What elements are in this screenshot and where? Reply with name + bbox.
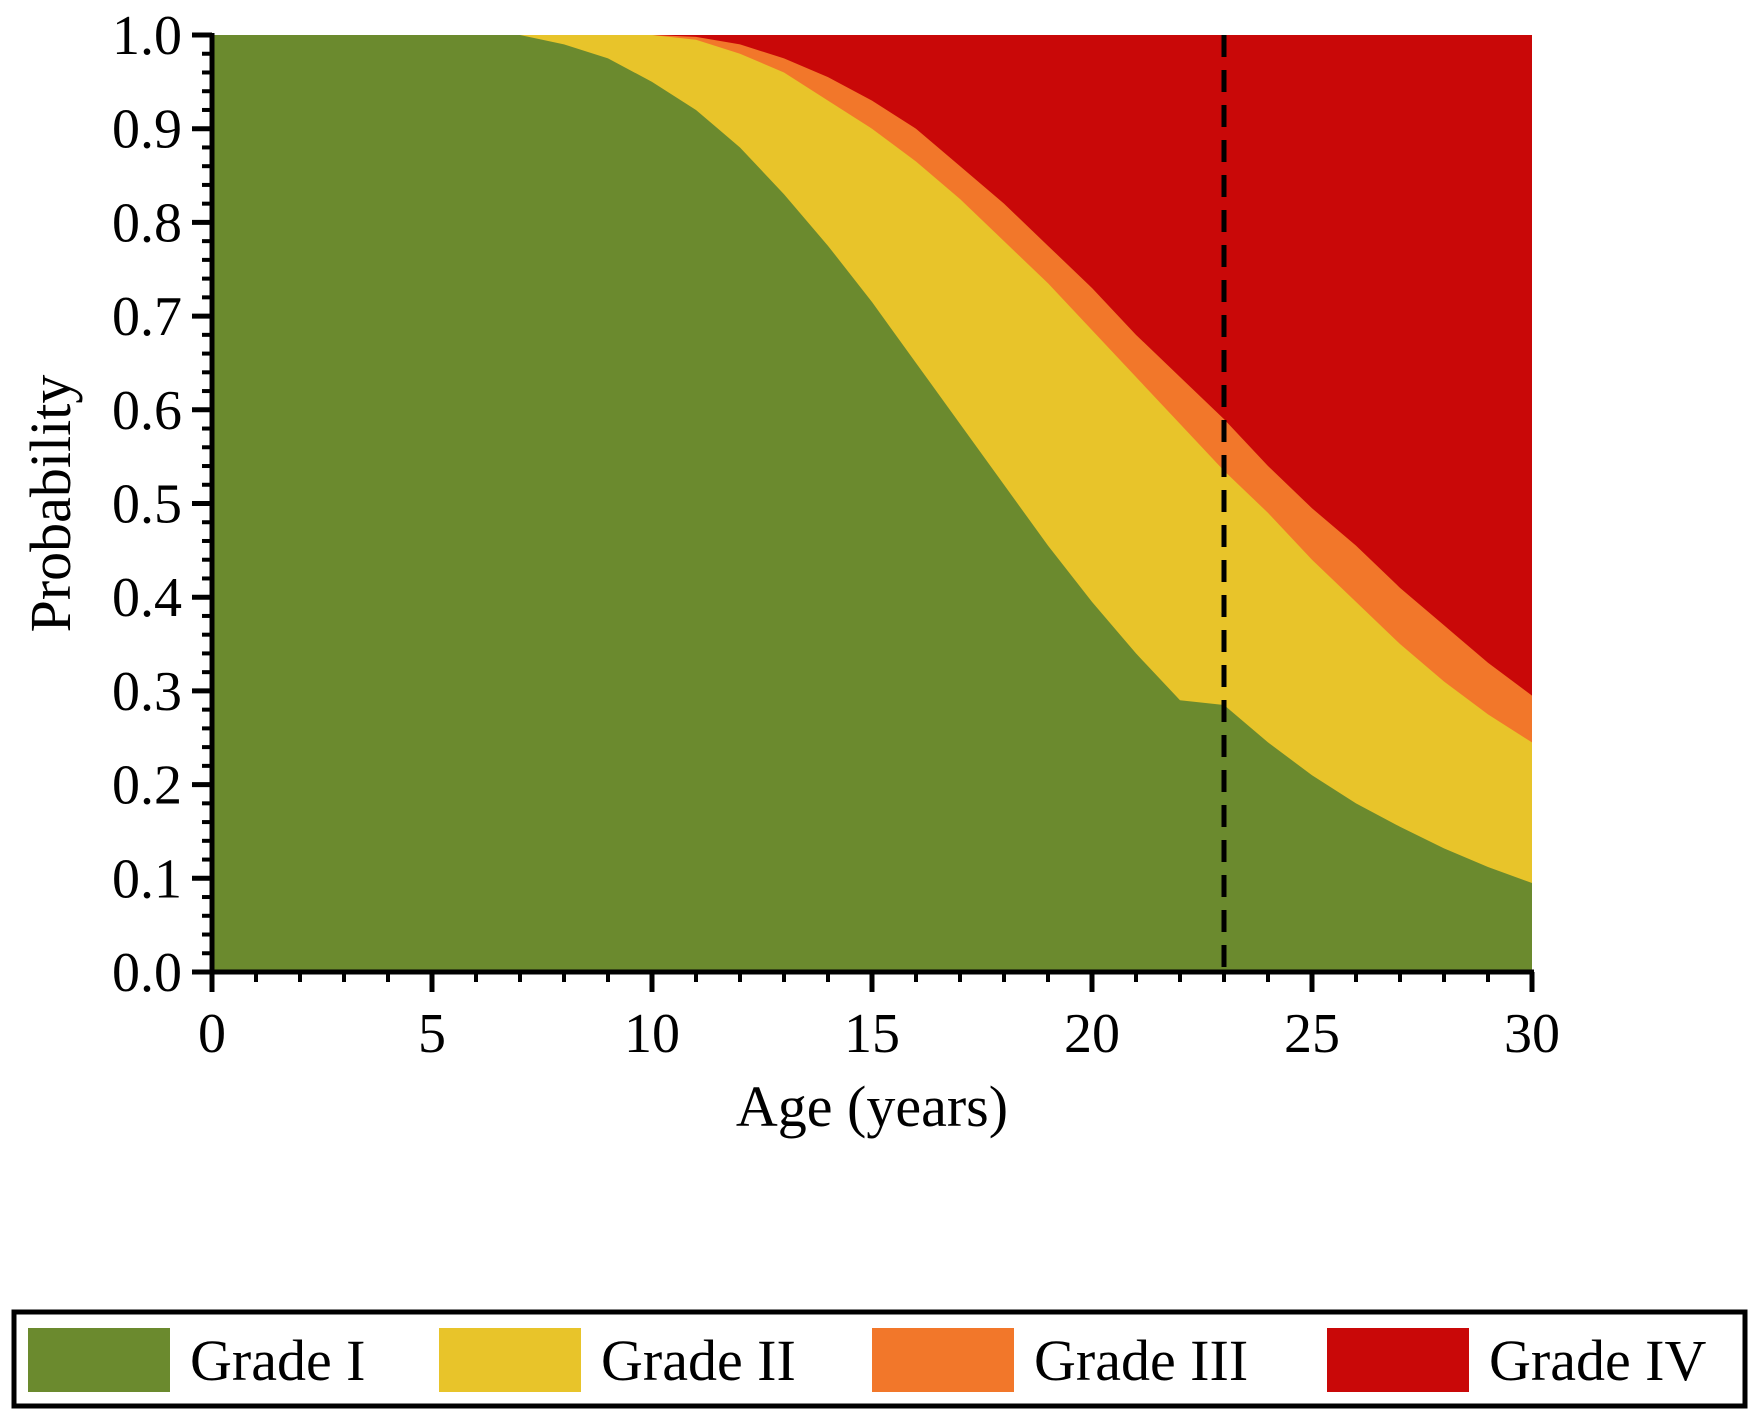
legend-swatch-grade-ii — [439, 1328, 581, 1392]
area-layer — [212, 35, 1532, 972]
legend-label: Grade III — [1034, 1328, 1248, 1393]
x-tick-label: 15 — [844, 1003, 900, 1065]
y-tick-label: 0.4 — [112, 567, 182, 629]
axes-layer: 0.0 0.1 0.2 0.3 0.4 0.5 0.6 0.7 0.8 0.9 1.0 0 5 10 15 2… — [112, 5, 1560, 1065]
legend-label: Grade I — [190, 1328, 366, 1393]
x-axis-label: Age (years) — [736, 1074, 1008, 1139]
y-axis-label: Probability — [18, 375, 83, 633]
y-tick-label: 0.2 — [112, 755, 182, 817]
legend-swatch-grade-iii — [872, 1328, 1014, 1392]
legend-label: Grade II — [601, 1328, 796, 1393]
x-tick-label: 30 — [1504, 1003, 1560, 1065]
x-tick-label: 10 — [624, 1003, 680, 1065]
x-tick-label: 20 — [1064, 1003, 1120, 1065]
area-grade-i — [212, 35, 1532, 972]
legend-label: Grade IV — [1489, 1328, 1707, 1393]
y-tick-label: 0.8 — [112, 192, 182, 254]
legend: Grade I Grade II Grade III Grade IV — [11, 1309, 1748, 1409]
legend-swatch-grade-i — [28, 1328, 170, 1392]
y-tick-label: 1.0 — [112, 5, 182, 67]
y-tick-label: 0.3 — [112, 661, 182, 723]
y-tick-label: 0.1 — [112, 848, 182, 910]
x-tick-label: 5 — [418, 1003, 446, 1065]
x-tick-label: 25 — [1284, 1003, 1340, 1065]
y-tick-label: 0.7 — [112, 286, 182, 348]
legend-swatch-grade-iv — [1327, 1328, 1469, 1392]
y-tick-label: 0.5 — [112, 474, 182, 536]
y-tick-label: 0.6 — [112, 380, 182, 442]
x-tick-label: 0 — [198, 1003, 226, 1065]
y-tick-label: 0.9 — [112, 99, 182, 161]
y-tick-label: 0.0 — [112, 942, 182, 1004]
